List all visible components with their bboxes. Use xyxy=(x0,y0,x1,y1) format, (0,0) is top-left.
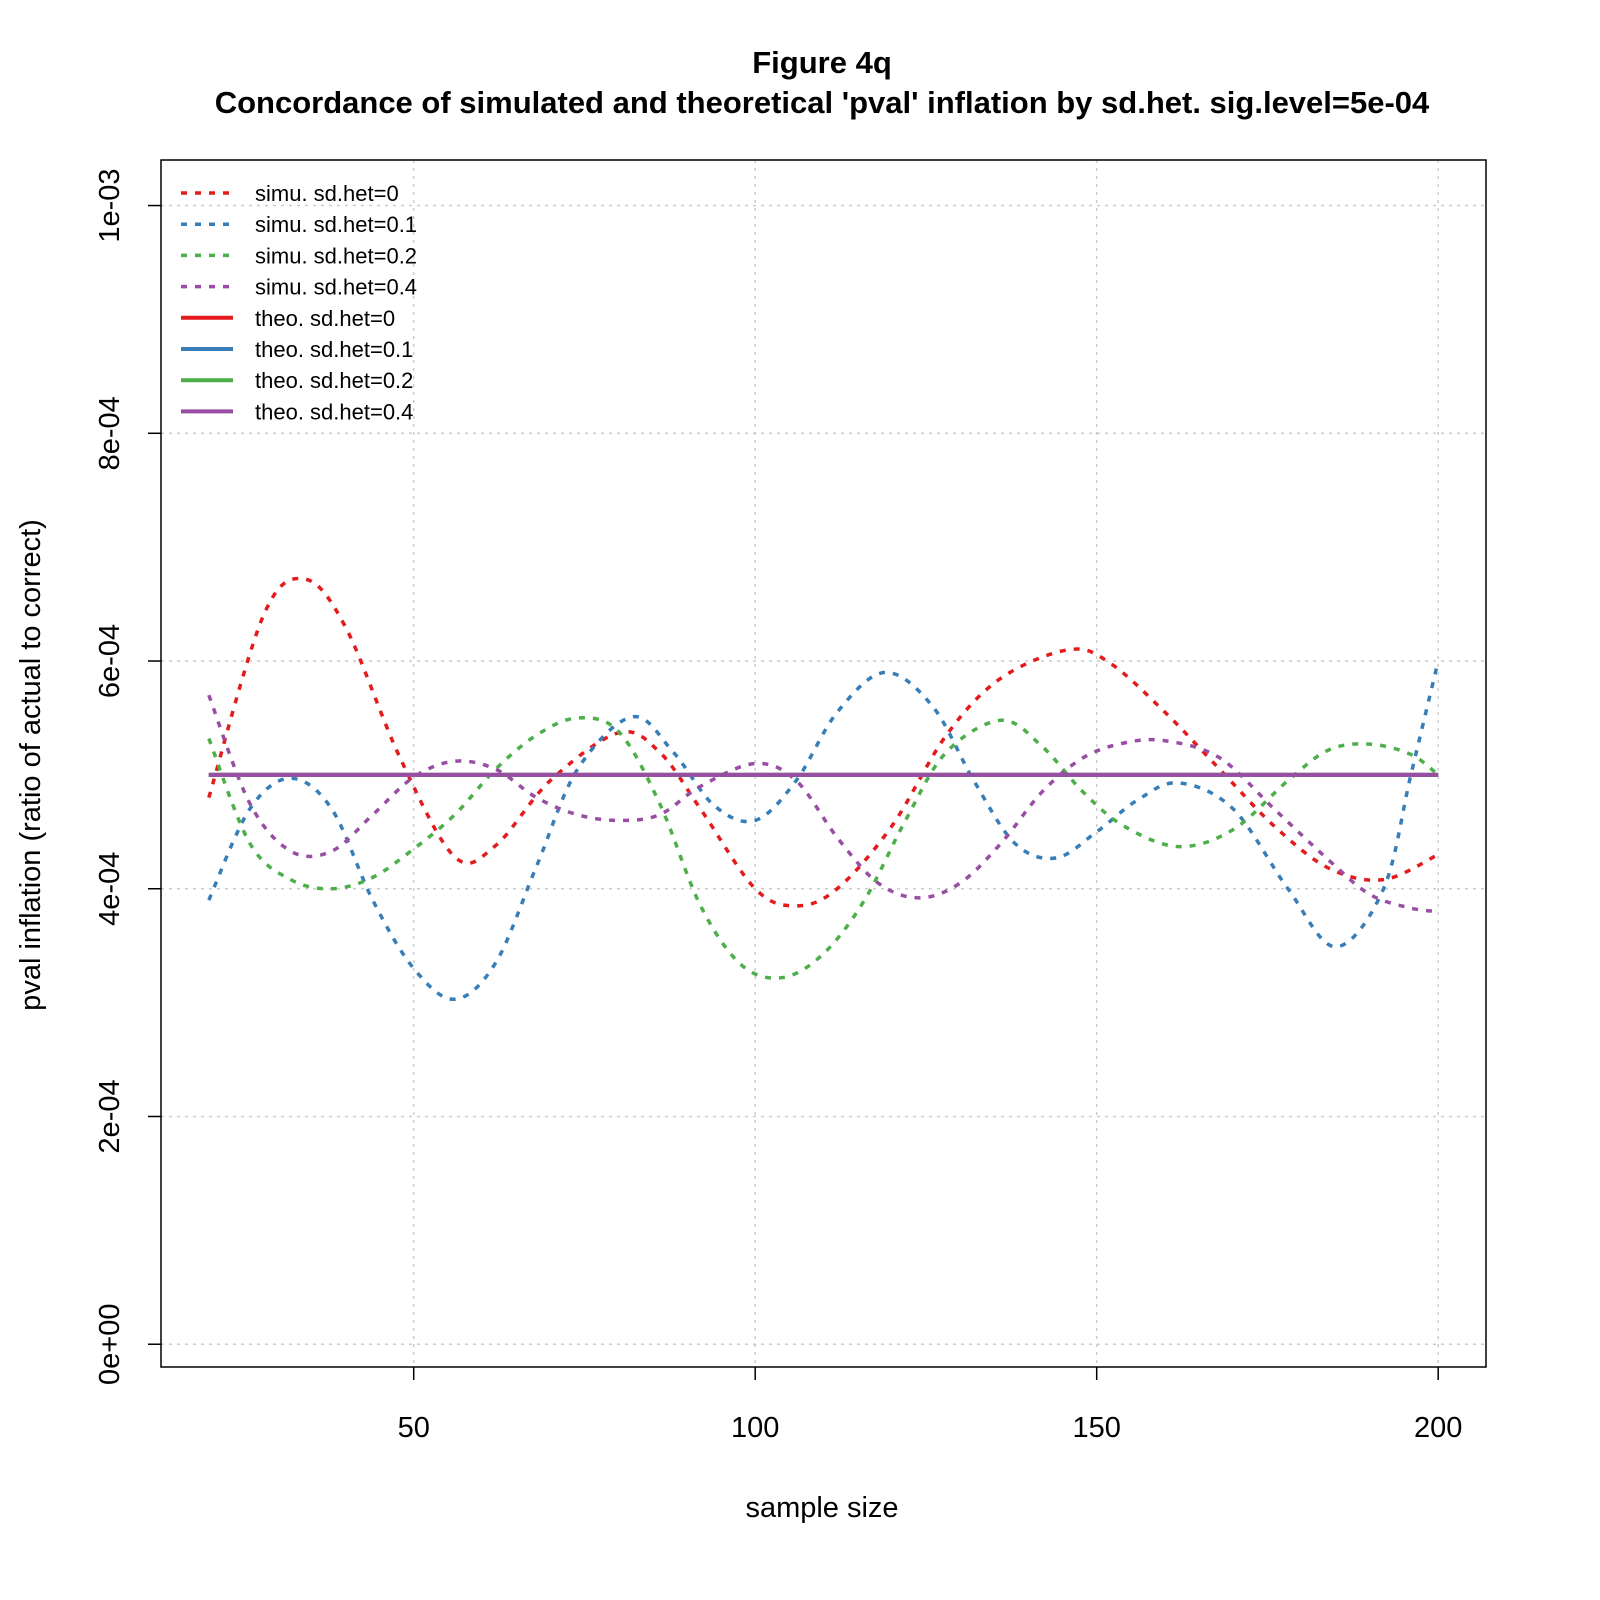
series-line-2 xyxy=(207,660,1440,1001)
chart-subtitle: Concordance of simulated and theoretical… xyxy=(215,85,1430,120)
legend: simu. sd.het=0 simu. sd.het=0.1 simu. sd.h… xyxy=(181,181,417,424)
y-tick-label: 0e+00 xyxy=(94,1303,126,1384)
series-line-1 xyxy=(207,576,1439,908)
x-tick-label: 200 xyxy=(1414,1412,1462,1444)
legend-label-8: theo. sd.het=0.4 xyxy=(255,399,413,424)
series-line-3 xyxy=(207,716,1440,980)
legend-label-2: simu. sd.het=0.1 xyxy=(255,212,417,237)
x-tick-label: 50 xyxy=(398,1412,430,1444)
y-tick-label: 2e-04 xyxy=(94,1079,126,1153)
y-tick-label: 4e-04 xyxy=(94,852,126,926)
x-tick-label: 150 xyxy=(1073,1412,1121,1444)
y-axis-label: pval inflation (ratio of actual to corre… xyxy=(15,519,47,1011)
y-tick-label: 6e-04 xyxy=(94,624,126,698)
chart-title: Figure 4q xyxy=(752,45,892,80)
series-lines xyxy=(207,576,1440,1001)
series-line-4 xyxy=(207,694,1439,914)
legend-label-1: simu. sd.het=0 xyxy=(255,181,399,206)
x-tick-label: 100 xyxy=(731,1412,779,1444)
legend-label-4: simu. sd.het=0.4 xyxy=(255,275,417,300)
legend-label-6: theo. sd.het=0.1 xyxy=(255,337,413,362)
legend-label-5: theo. sd.het=0 xyxy=(255,306,395,331)
x-axis: 50 100 150 200 xyxy=(398,1367,1462,1444)
x-axis-label: sample size xyxy=(745,1492,898,1524)
y-tick-label: 1e-03 xyxy=(94,168,126,242)
plot-frame xyxy=(160,159,1487,1368)
legend-label-3: simu. sd.het=0.2 xyxy=(255,243,417,268)
y-tick-label: 8e-04 xyxy=(94,396,126,470)
grid xyxy=(161,160,1486,1367)
legend-label-7: theo. sd.het=0.2 xyxy=(255,368,413,393)
y-axis: 0e+00 2e-04 4e-04 6e-04 8e-04 1e-03 xyxy=(94,168,161,1385)
